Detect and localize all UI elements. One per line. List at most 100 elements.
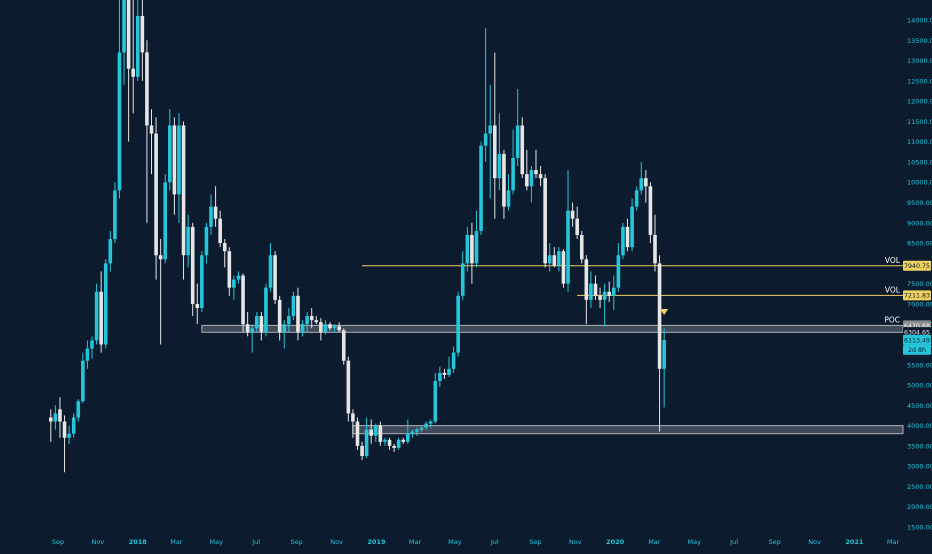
x-tick-label: Jul [729, 538, 738, 546]
candle-body [602, 291, 607, 300]
x-tick-label: Nov [808, 538, 821, 546]
candle-body [268, 255, 273, 288]
candle-body [552, 255, 557, 266]
candle-body [177, 125, 181, 195]
candle-body [497, 153, 502, 179]
candle-body [259, 316, 264, 333]
candle-body [67, 433, 71, 438]
candle-body [337, 326, 341, 331]
candle-body [117, 52, 122, 191]
candle-body [341, 330, 346, 361]
x-tick-label: Mar [887, 538, 900, 546]
candle-body [644, 178, 648, 187]
y-tick-label: 10500.00 [907, 158, 932, 166]
candle-body [309, 316, 314, 321]
y-tick-label: 10000.00 [907, 179, 932, 187]
y-tick-label: 11000.00 [907, 138, 932, 146]
candle-body [561, 251, 566, 284]
price-tag-label: 6470.68 [904, 323, 930, 330]
candle-body [227, 251, 232, 288]
candle-body [529, 170, 534, 187]
y-tick-label: 7500.00 [907, 280, 932, 288]
x-tick-label: Mar [409, 538, 422, 546]
candle-body [135, 15, 140, 77]
y-tick-label: 11500.00 [907, 118, 932, 126]
candle-body [410, 431, 415, 434]
y-tick-label: 4500.00 [907, 402, 932, 410]
x-tick-label: Mar [170, 538, 183, 546]
y-tick-label: 1500.00 [907, 524, 932, 532]
candle-body [58, 409, 62, 422]
candle-body [264, 287, 268, 333]
candle-body [245, 324, 250, 333]
candle-body [492, 125, 497, 179]
candle-body [662, 339, 666, 369]
x-tick-label: 2021 [845, 538, 864, 546]
candle-body [323, 324, 328, 333]
candle-body [232, 279, 236, 288]
candle-body [474, 230, 479, 264]
candle-body [589, 283, 593, 300]
candle-body [415, 429, 419, 432]
candle-body [369, 429, 374, 436]
candle-body [460, 263, 465, 296]
y-tick-label: 12500.00 [907, 77, 932, 85]
candle-body [62, 421, 67, 438]
candle-body [204, 226, 209, 256]
y-tick-label: 3000.00 [907, 463, 932, 471]
x-tick-label: 2018 [129, 538, 148, 546]
candle-body [236, 275, 241, 280]
candle-body [570, 210, 575, 219]
candle-body [186, 226, 190, 256]
candle-body [470, 234, 474, 264]
y-axis: 1500.00 2000.00 2500.00 3000.00 3500.00 4000.… [907, 17, 932, 532]
candle-body [53, 413, 58, 422]
candle-body [94, 291, 99, 341]
y-tick-label: 8500.00 [907, 240, 932, 248]
candle-body [543, 178, 547, 264]
price-tag-label: 6113.49 [904, 337, 930, 344]
candle-body [346, 360, 351, 414]
y-tick-label: 5500.00 [907, 361, 932, 369]
level-label-2: POC [884, 315, 900, 324]
candle-body [538, 174, 543, 179]
candle-body [396, 439, 401, 448]
candle-body [145, 52, 149, 126]
candle-body [515, 125, 520, 158]
candle-body [355, 421, 360, 446]
level-zone-3 [352, 425, 904, 435]
x-tick-label: Jul [490, 538, 499, 546]
price-tag-label: 7211.83 [904, 293, 930, 300]
y-tick-label: 2500.00 [907, 483, 932, 491]
candle-body [360, 445, 364, 457]
candle-body [76, 401, 81, 418]
candle-body [222, 243, 227, 252]
candle-body [525, 174, 529, 187]
candle-body [424, 423, 428, 428]
candle-body [181, 125, 186, 256]
candle-body [195, 303, 200, 308]
candle-body [639, 178, 644, 191]
x-tick-label: Sep [291, 538, 303, 546]
candle-body [465, 234, 470, 264]
x-tick-label: 2020 [606, 538, 625, 546]
candle-body [49, 417, 53, 422]
candle-body [218, 218, 222, 244]
candle-body [447, 368, 451, 375]
candle-body [401, 439, 406, 442]
x-tick-label: Sep [529, 538, 541, 546]
candle-body [433, 380, 438, 422]
candle-body [85, 348, 90, 361]
x-tick-label: Nov [569, 538, 582, 546]
level-label-0: VOL [885, 256, 901, 265]
price-tag-bg [903, 344, 931, 355]
x-tick-label: Sep [52, 538, 64, 546]
x-tick-label: May [687, 538, 701, 546]
candle-body [81, 360, 85, 402]
candle-body [534, 170, 538, 175]
candle-body [621, 226, 625, 256]
candle-body [419, 427, 424, 430]
candle-body [291, 295, 296, 317]
